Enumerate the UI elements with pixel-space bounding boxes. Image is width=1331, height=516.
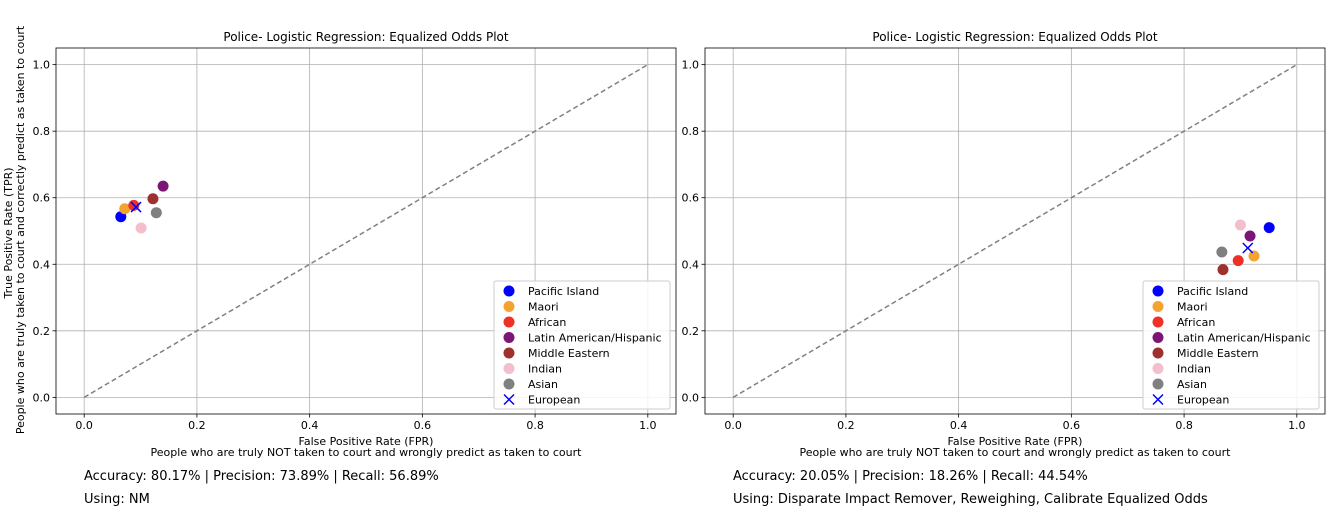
legend-label: European bbox=[528, 394, 580, 407]
axes-frame bbox=[55, 47, 677, 415]
legend-marker bbox=[503, 378, 515, 390]
legend-marker bbox=[503, 347, 515, 359]
legend-label: Latin American/Hispanic bbox=[528, 332, 662, 345]
point-latin-american-hispanic bbox=[157, 180, 169, 192]
left-chart: 0.0 0.2 0.4 0.6 0.8 1.0 0.0 0.2 0.4 0.6 0.8 1.0 Poli… bbox=[33, 30, 677, 459]
point-asian bbox=[1216, 246, 1228, 258]
x-tick-label: 0.6 bbox=[414, 419, 432, 432]
x-axis-label-line2: People who are truly NOT taken to court … bbox=[800, 446, 1232, 459]
chart-title: Police- Logistic Regression: Equalized O… bbox=[223, 30, 509, 44]
right-using: Using: Disparate Impact Remover, Reweigh… bbox=[733, 492, 1208, 507]
legend-marker bbox=[1152, 332, 1164, 343]
legend-marker bbox=[503, 285, 515, 297]
x-tick-label: 0.0 bbox=[724, 419, 742, 432]
y-axis-label-line2: People who are truly taken to court and … bbox=[14, 25, 27, 434]
y-tick-label: 1.0 bbox=[682, 59, 700, 72]
point-indian bbox=[1234, 219, 1246, 231]
reference-diagonal-line bbox=[732, 63, 1298, 399]
legend-label: Latin American/Hispanic bbox=[1177, 332, 1311, 345]
legend-marker bbox=[503, 363, 515, 374]
axes-frame bbox=[704, 47, 1326, 415]
legend-marker bbox=[1152, 393, 1164, 406]
left-using: Using: NM bbox=[84, 492, 150, 507]
right-chart: 0.0 0.2 0.4 0.6 0.8 1.0 0.0 0.2 0.4 0.6 0.8 1.0 Poli… bbox=[682, 30, 1326, 459]
legend: Pacific Island Maori African Latin American… bbox=[1142, 280, 1320, 410]
x-tick-label: 0.6 bbox=[1063, 419, 1081, 432]
x-axis-label-line1: False Positive Rate (FPR) bbox=[948, 435, 1083, 448]
legend-marker bbox=[1152, 301, 1164, 312]
y-tick-label: 0.8 bbox=[682, 125, 700, 138]
point-maori bbox=[1248, 250, 1260, 262]
legend-label: Asian bbox=[528, 378, 558, 391]
legend-label: Pacific Island bbox=[1177, 285, 1248, 298]
legend-label: African bbox=[1177, 316, 1215, 329]
point-african bbox=[1232, 255, 1244, 267]
legend-marker bbox=[503, 332, 515, 343]
y-tick-label: 0.2 bbox=[682, 325, 700, 338]
legend-box bbox=[493, 280, 671, 410]
x-tick-label: 0.8 bbox=[1175, 419, 1193, 432]
legend-label: European bbox=[1177, 394, 1229, 407]
legend-label: Middle Eastern bbox=[528, 347, 610, 360]
right-metrics: Accuracy: 20.05% | Precision: 18.26% | R… bbox=[733, 469, 1088, 484]
legend-label: Indian bbox=[528, 363, 562, 376]
legend-marker bbox=[1152, 285, 1164, 297]
point-indian bbox=[135, 222, 147, 234]
x-tick-label: 0.0 bbox=[75, 419, 93, 432]
legend-marker bbox=[503, 393, 515, 406]
legend-marker bbox=[503, 316, 515, 328]
y-tick-label: 0.0 bbox=[682, 391, 700, 404]
legend-label: African bbox=[528, 316, 566, 329]
x-axis-label-line1: False Positive Rate (FPR) bbox=[299, 435, 434, 448]
y-tick-label: 0.0 bbox=[33, 391, 51, 404]
point-middle-eastern bbox=[147, 193, 159, 205]
legend-marker bbox=[1152, 347, 1164, 359]
y-tick-label: 0.6 bbox=[682, 192, 700, 205]
x-tick-label: 0.2 bbox=[837, 419, 855, 432]
chart-title: Police- Logistic Regression: Equalized O… bbox=[872, 30, 1158, 44]
point-latin-american-hispanic bbox=[1244, 230, 1256, 242]
x-tick-label: 0.4 bbox=[301, 419, 319, 432]
y-tick-label: 0.6 bbox=[33, 192, 51, 205]
y-tick-label: 0.4 bbox=[33, 258, 51, 271]
legend-marker bbox=[503, 301, 515, 312]
legend-marker bbox=[1152, 316, 1164, 328]
legend-label: Asian bbox=[1177, 378, 1207, 391]
x-tick-label: 0.4 bbox=[950, 419, 968, 432]
point-european bbox=[1242, 242, 1254, 254]
y-tick-label: 0.8 bbox=[33, 125, 51, 138]
point-pacific-island bbox=[1263, 222, 1275, 234]
point-maori bbox=[119, 203, 131, 215]
y-tick-label: 1.0 bbox=[33, 59, 51, 72]
legend-label: Pacific Island bbox=[528, 285, 599, 298]
reference-diagonal-line bbox=[83, 63, 649, 399]
legend: Pacific Island Maori African Latin American… bbox=[493, 280, 671, 410]
x-tick-label: 0.2 bbox=[188, 419, 206, 432]
left-metrics: Accuracy: 80.17% | Precision: 73.89% | R… bbox=[84, 469, 439, 484]
point-european bbox=[130, 201, 142, 213]
x-tick-label: 1.0 bbox=[639, 419, 657, 432]
y-tick-label: 0.2 bbox=[33, 325, 51, 338]
legend-label: Indian bbox=[1177, 363, 1211, 376]
y-axis-label-line1: True Positive Rate (TPR) bbox=[2, 167, 15, 299]
point-middle-eastern bbox=[1217, 264, 1229, 276]
legend-marker bbox=[1152, 378, 1164, 390]
x-tick-label: 0.8 bbox=[526, 419, 544, 432]
legend-box bbox=[1142, 280, 1320, 410]
point-asian bbox=[150, 207, 162, 219]
x-axis-label-line2: People who are truly NOT taken to court … bbox=[151, 446, 583, 459]
y-tick-label: 0.4 bbox=[682, 258, 700, 271]
legend-label: Middle Eastern bbox=[1177, 347, 1259, 360]
legend-label: Maori bbox=[1177, 301, 1208, 314]
x-tick-label: 1.0 bbox=[1288, 419, 1306, 432]
legend-marker bbox=[1152, 363, 1164, 374]
legend-label: Maori bbox=[528, 301, 559, 314]
